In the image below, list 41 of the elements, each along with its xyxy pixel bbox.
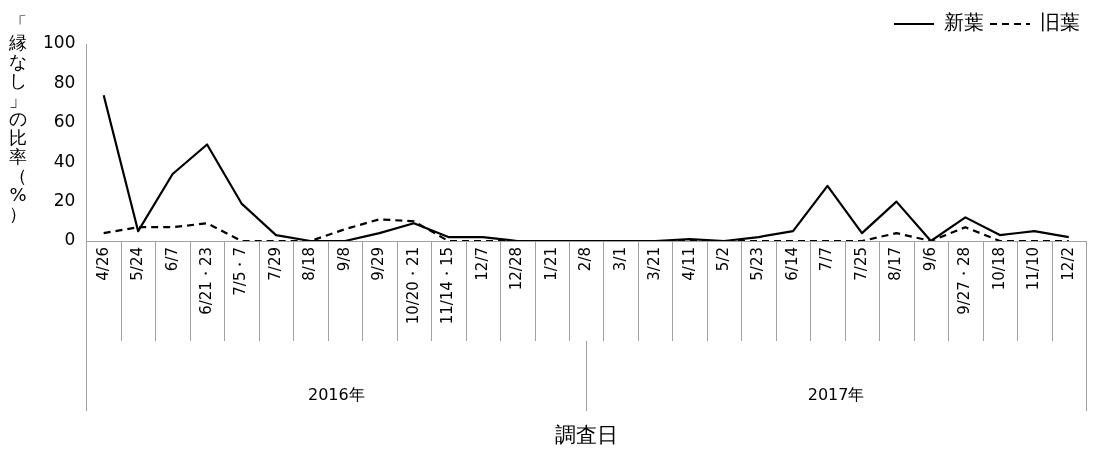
x-tick-label: 11/14・15 — [438, 247, 457, 325]
x-tick-label: 5/23 — [748, 247, 767, 281]
x-tick-label: 3/1 — [610, 247, 629, 272]
legend-label: 旧葉 — [1040, 10, 1080, 35]
x-tick-label: 9/27・28 — [955, 247, 974, 315]
x-tick-label: 6/21・23 — [196, 247, 215, 315]
x-tick-label: 9/29 — [369, 247, 388, 281]
x-tick-label: 9/6 — [920, 247, 939, 272]
x-tick-label: 8/17 — [886, 247, 905, 281]
y-tick-label: 60 — [53, 111, 76, 132]
y-tick-label: 40 — [53, 150, 76, 171]
x-tick-label: 10/20・21 — [403, 247, 422, 325]
x-tick-label: 12/28 — [507, 247, 526, 291]
x-tick-label: 3/21 — [645, 247, 664, 281]
y-tick-label: 80 — [53, 71, 76, 92]
x-tick-label: 7/5・7 — [231, 247, 250, 296]
x-tick-label: 12/7 — [472, 247, 491, 281]
x-tick-label: 7/25 — [851, 247, 870, 281]
legend-label: 新葉 — [944, 10, 984, 35]
x-tick-label: 11/10 — [1024, 247, 1043, 291]
x-tick-label: 4/26 — [93, 247, 112, 281]
x-tick-label: 8/18 — [300, 247, 319, 281]
text: 2017年 — [807, 385, 865, 405]
x-tick-label: 7/29 — [265, 247, 284, 281]
x-tick-label: 7/7 — [817, 247, 836, 272]
x-tick-label: 6/14 — [782, 247, 801, 281]
x-axis-title: 調査日 — [554, 423, 618, 448]
x-tick-label: 1/21 — [541, 247, 560, 281]
x-tick-label: 5/2 — [713, 247, 732, 272]
y-tick-label: 0 — [64, 229, 76, 250]
text: 2016年 — [307, 385, 365, 405]
x-tick-label: 6/7 — [162, 247, 181, 272]
x-tick-label: 10/18 — [989, 247, 1008, 291]
x-tick-label: 5/24 — [128, 247, 147, 281]
x-tick-label: 12/2 — [1058, 247, 1077, 281]
y-tick-label: 100 — [42, 32, 76, 53]
y-tick-label: 20 — [53, 190, 76, 211]
x-tick-label: 2/8 — [576, 247, 595, 272]
x-tick-label: 9/8 — [334, 247, 353, 272]
text: 「縁なし」の比率（%） — [9, 13, 27, 224]
x-tick-label: 4/11 — [679, 247, 698, 281]
